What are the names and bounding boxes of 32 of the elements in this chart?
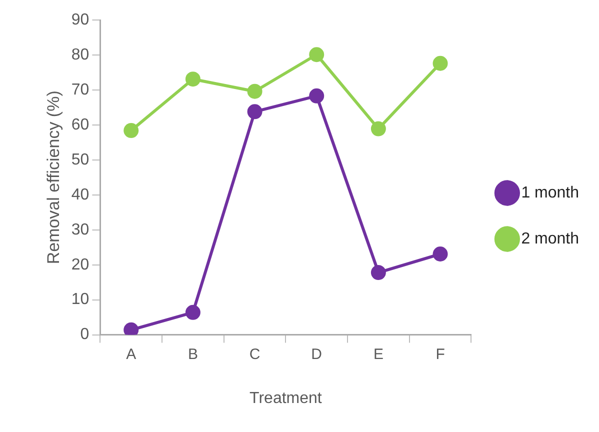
point: [124, 123, 139, 138]
x-tick-label: C: [249, 346, 260, 363]
point: [370, 121, 386, 136]
y-tick-label: 0: [80, 326, 90, 344]
y-tick-label: 50: [71, 151, 90, 168]
y-tick-label: 30: [71, 221, 90, 238]
point: [247, 104, 262, 120]
point: [185, 304, 200, 320]
point: [432, 56, 448, 71]
x-tick-label: F: [436, 346, 445, 363]
point: [185, 72, 200, 87]
point: [370, 265, 386, 280]
y-tick-label: 70: [71, 81, 90, 98]
point: [247, 84, 262, 99]
x-tick-label: D: [311, 346, 322, 363]
y-tick-label: 20: [71, 256, 90, 274]
point: [309, 47, 324, 62]
y-tick-label: 80: [71, 46, 90, 64]
point: [124, 322, 139, 335]
y-tick-label: 10: [71, 291, 90, 308]
x-tick-label: B: [188, 346, 198, 363]
point: [432, 246, 448, 262]
legend-label: 1 month: [521, 184, 579, 202]
x-axis-title: Treatment: [250, 390, 322, 407]
y-tick-label: 60: [71, 116, 90, 134]
y-axis-title: Removal efficiency (%): [44, 90, 63, 264]
x-tick-label: E: [373, 346, 384, 363]
legend-label: 2 month: [521, 230, 579, 248]
y-tick-label: 40: [71, 186, 90, 204]
point: [309, 88, 324, 104]
y-tick-label: 90: [71, 11, 90, 28]
x-tick-label: A: [126, 346, 136, 363]
